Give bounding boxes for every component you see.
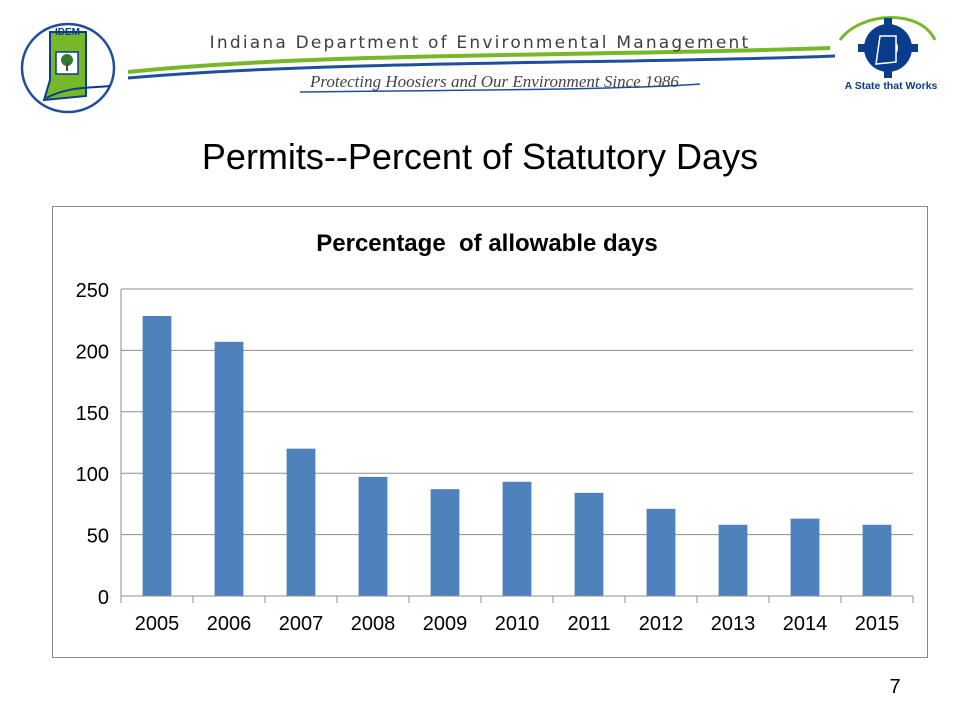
bar [286,448,316,596]
y-tick-label: 50 [87,526,109,548]
chart-frame: Percentage of allowable days 0 50 100 150 20… [52,206,928,658]
bar [574,492,604,596]
y-tick-label: 150 [76,403,109,425]
bar [430,489,460,596]
idem-badge-text: IDEM [55,27,80,38]
x-tick-label: 2012 [639,613,684,635]
y-tick-label: 100 [76,464,109,486]
x-tick-label: 2006 [207,613,252,635]
header-swoosh-art [20,16,937,114]
org-name: Indiana Department of Environmental Mana… [209,33,751,53]
idem-state-logo-icon [20,22,116,114]
y-tick-label: 0 [98,587,109,609]
bar [142,316,172,596]
page-number: 7 [889,676,901,698]
y-tick-label: 250 [76,280,109,302]
bar [790,518,820,596]
x-tick-label: 2005 [135,613,180,635]
slide-title: Permits--Percent of Statutory Days [201,136,759,177]
chart-title: Percentage of allowable days [316,230,657,257]
chart-axes [120,289,914,603]
indiana-gear-logo-icon [838,16,937,78]
bar [502,481,532,596]
bar [358,476,388,596]
x-tick-label: 2007 [279,613,324,635]
header-banner: IDEM Indiana Department of Environmental… [0,0,960,120]
org-tagline: Protecting Hoosiers and Our Environment … [310,72,679,91]
x-tick-label: 2008 [351,613,396,635]
x-tick-label: 2013 [711,613,756,635]
x-tick-label: 2010 [495,613,540,635]
x-tick-label: 2014 [783,613,828,635]
x-tick-label: 2015 [855,613,900,635]
bar [214,341,244,596]
y-tick-label: 200 [76,341,109,363]
x-tick-label: 2009 [423,613,468,635]
bar [862,524,892,596]
chart-tick-labels: 0 50 100 150 200 250 2005 2006 2007 2008 2009 2010 2… [76,280,900,635]
bar [646,508,676,596]
bar-chart: Percentage of allowable days 0 50 100 150 20… [76,230,914,635]
bar [718,524,748,596]
chart-bars [142,316,892,596]
x-tick-label: 2011 [567,613,610,635]
state-slogan: A State that Works [844,80,938,92]
